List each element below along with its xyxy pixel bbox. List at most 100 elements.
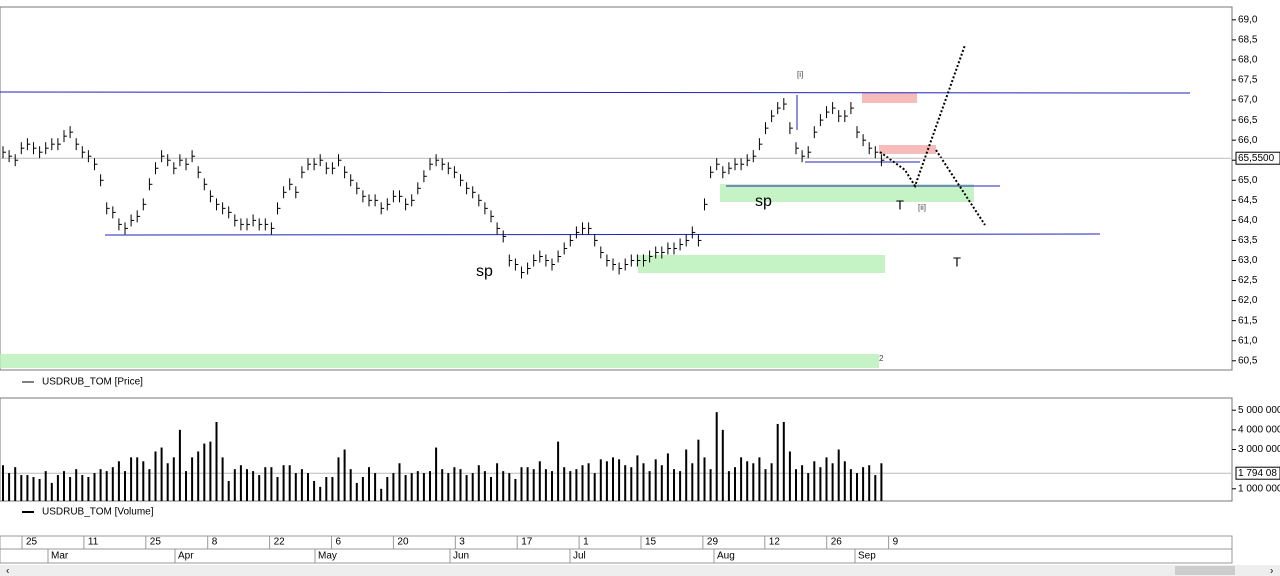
volume-bar xyxy=(697,439,700,501)
volume-bar xyxy=(770,463,773,501)
volume-bar xyxy=(233,469,236,501)
volume-bar xyxy=(715,412,718,501)
volume-bar xyxy=(691,463,694,501)
scroll-left[interactable]: ‹ xyxy=(6,566,9,576)
volume-bar xyxy=(709,469,712,501)
volume-bar xyxy=(453,467,456,501)
volume-bar xyxy=(239,465,242,501)
month-label: Sep xyxy=(858,551,876,562)
volume-bar xyxy=(87,477,90,501)
volume-bar xyxy=(679,471,682,501)
volume-bar xyxy=(569,471,572,501)
volume-bar xyxy=(477,465,480,501)
volume-bar xyxy=(538,461,541,501)
volume-bar xyxy=(496,463,499,501)
volume-bar xyxy=(447,473,450,501)
volume-bar xyxy=(624,465,627,501)
volume-bar xyxy=(410,473,413,501)
day-label: 6 xyxy=(336,537,342,548)
volume-bar xyxy=(154,451,157,501)
volume-bar xyxy=(807,473,810,501)
volume-bar xyxy=(429,471,431,501)
volume-bar xyxy=(63,471,65,501)
volume-bar xyxy=(282,465,285,501)
y-tick-label: 4 000 000 xyxy=(1238,424,1280,435)
volume-bar xyxy=(166,463,169,501)
scroll-right[interactable]: › xyxy=(1270,566,1273,576)
volume-bar xyxy=(587,463,590,501)
zone xyxy=(862,93,917,103)
volume-bar xyxy=(111,467,114,501)
volume-bar xyxy=(75,469,78,501)
forecast-arrow xyxy=(935,149,986,226)
volume-bar xyxy=(502,471,505,501)
volume-bar xyxy=(32,477,35,501)
day-label: 11 xyxy=(88,537,99,548)
y-tick-label: 65,0 xyxy=(1238,175,1258,186)
y-tick-label: 67,5 xyxy=(1238,75,1258,86)
zone xyxy=(879,145,936,154)
volume-bar xyxy=(178,429,181,501)
volume-bar xyxy=(56,475,59,501)
month-label: May xyxy=(318,551,337,562)
volume-bar xyxy=(648,471,651,501)
volume-bar xyxy=(642,463,645,501)
volume-bar xyxy=(215,421,218,501)
annotation: T xyxy=(953,254,961,269)
volume-bar xyxy=(593,473,596,501)
day-label: 20 xyxy=(397,537,409,548)
volume-bar xyxy=(758,457,761,501)
volume-bar xyxy=(227,480,230,501)
month-label: Jul xyxy=(573,551,586,562)
current-label: 65,5500 xyxy=(1238,153,1275,164)
zone xyxy=(720,184,974,202)
volume-bar xyxy=(99,469,102,501)
month-label: Apr xyxy=(178,551,194,562)
annotation: 2 xyxy=(879,354,884,363)
volume-bar xyxy=(319,486,322,501)
scrollbar-thumb[interactable] xyxy=(1175,566,1235,575)
y-tick-label: 5 000 000 xyxy=(1238,405,1280,416)
month-label: Jun xyxy=(453,551,469,562)
day-label: 15 xyxy=(645,537,657,548)
volume-bar xyxy=(105,471,108,501)
y-tick-label: 69,0 xyxy=(1238,14,1258,25)
y-tick-label: 3 000 000 xyxy=(1238,444,1280,455)
current-label: 1 794 08 xyxy=(1238,468,1277,479)
y-tick-label: 62,5 xyxy=(1238,275,1258,286)
volume-bar xyxy=(532,469,535,501)
y-tick-label: 68,5 xyxy=(1238,35,1258,46)
volume-bar xyxy=(563,467,566,501)
volume-panel xyxy=(0,397,1233,502)
price-panel xyxy=(0,6,1233,371)
volume-bar xyxy=(795,469,797,501)
volume-bar xyxy=(557,441,560,501)
volume-bar xyxy=(136,457,139,501)
scrollbar[interactable] xyxy=(0,565,1280,576)
y-tick-label: 60,5 xyxy=(1238,355,1258,366)
month-label: Mar xyxy=(51,551,69,562)
day-label: 25 xyxy=(150,537,162,548)
y-tick-label: 67,0 xyxy=(1238,95,1258,106)
annotation: [i] xyxy=(797,70,803,79)
volume-bar xyxy=(520,467,523,501)
volume-bar xyxy=(20,475,23,501)
volume-bar xyxy=(221,457,224,501)
volume-bar xyxy=(764,469,767,501)
day-label: 9 xyxy=(893,537,899,548)
volume-bar xyxy=(355,482,358,501)
volume-bar xyxy=(26,475,29,501)
volume-bar xyxy=(81,475,84,501)
volume-bar xyxy=(38,478,41,501)
volume-bar xyxy=(752,463,755,501)
volume-bar xyxy=(618,459,621,501)
volume-bar xyxy=(142,461,145,501)
day-label: 26 xyxy=(831,537,843,548)
volume-bar xyxy=(93,473,96,501)
volume-bar xyxy=(148,469,151,501)
volume-bar xyxy=(288,465,291,501)
volume-bar xyxy=(69,477,72,501)
volume-bar xyxy=(544,469,547,501)
y-tick-label: 64,5 xyxy=(1238,195,1258,206)
